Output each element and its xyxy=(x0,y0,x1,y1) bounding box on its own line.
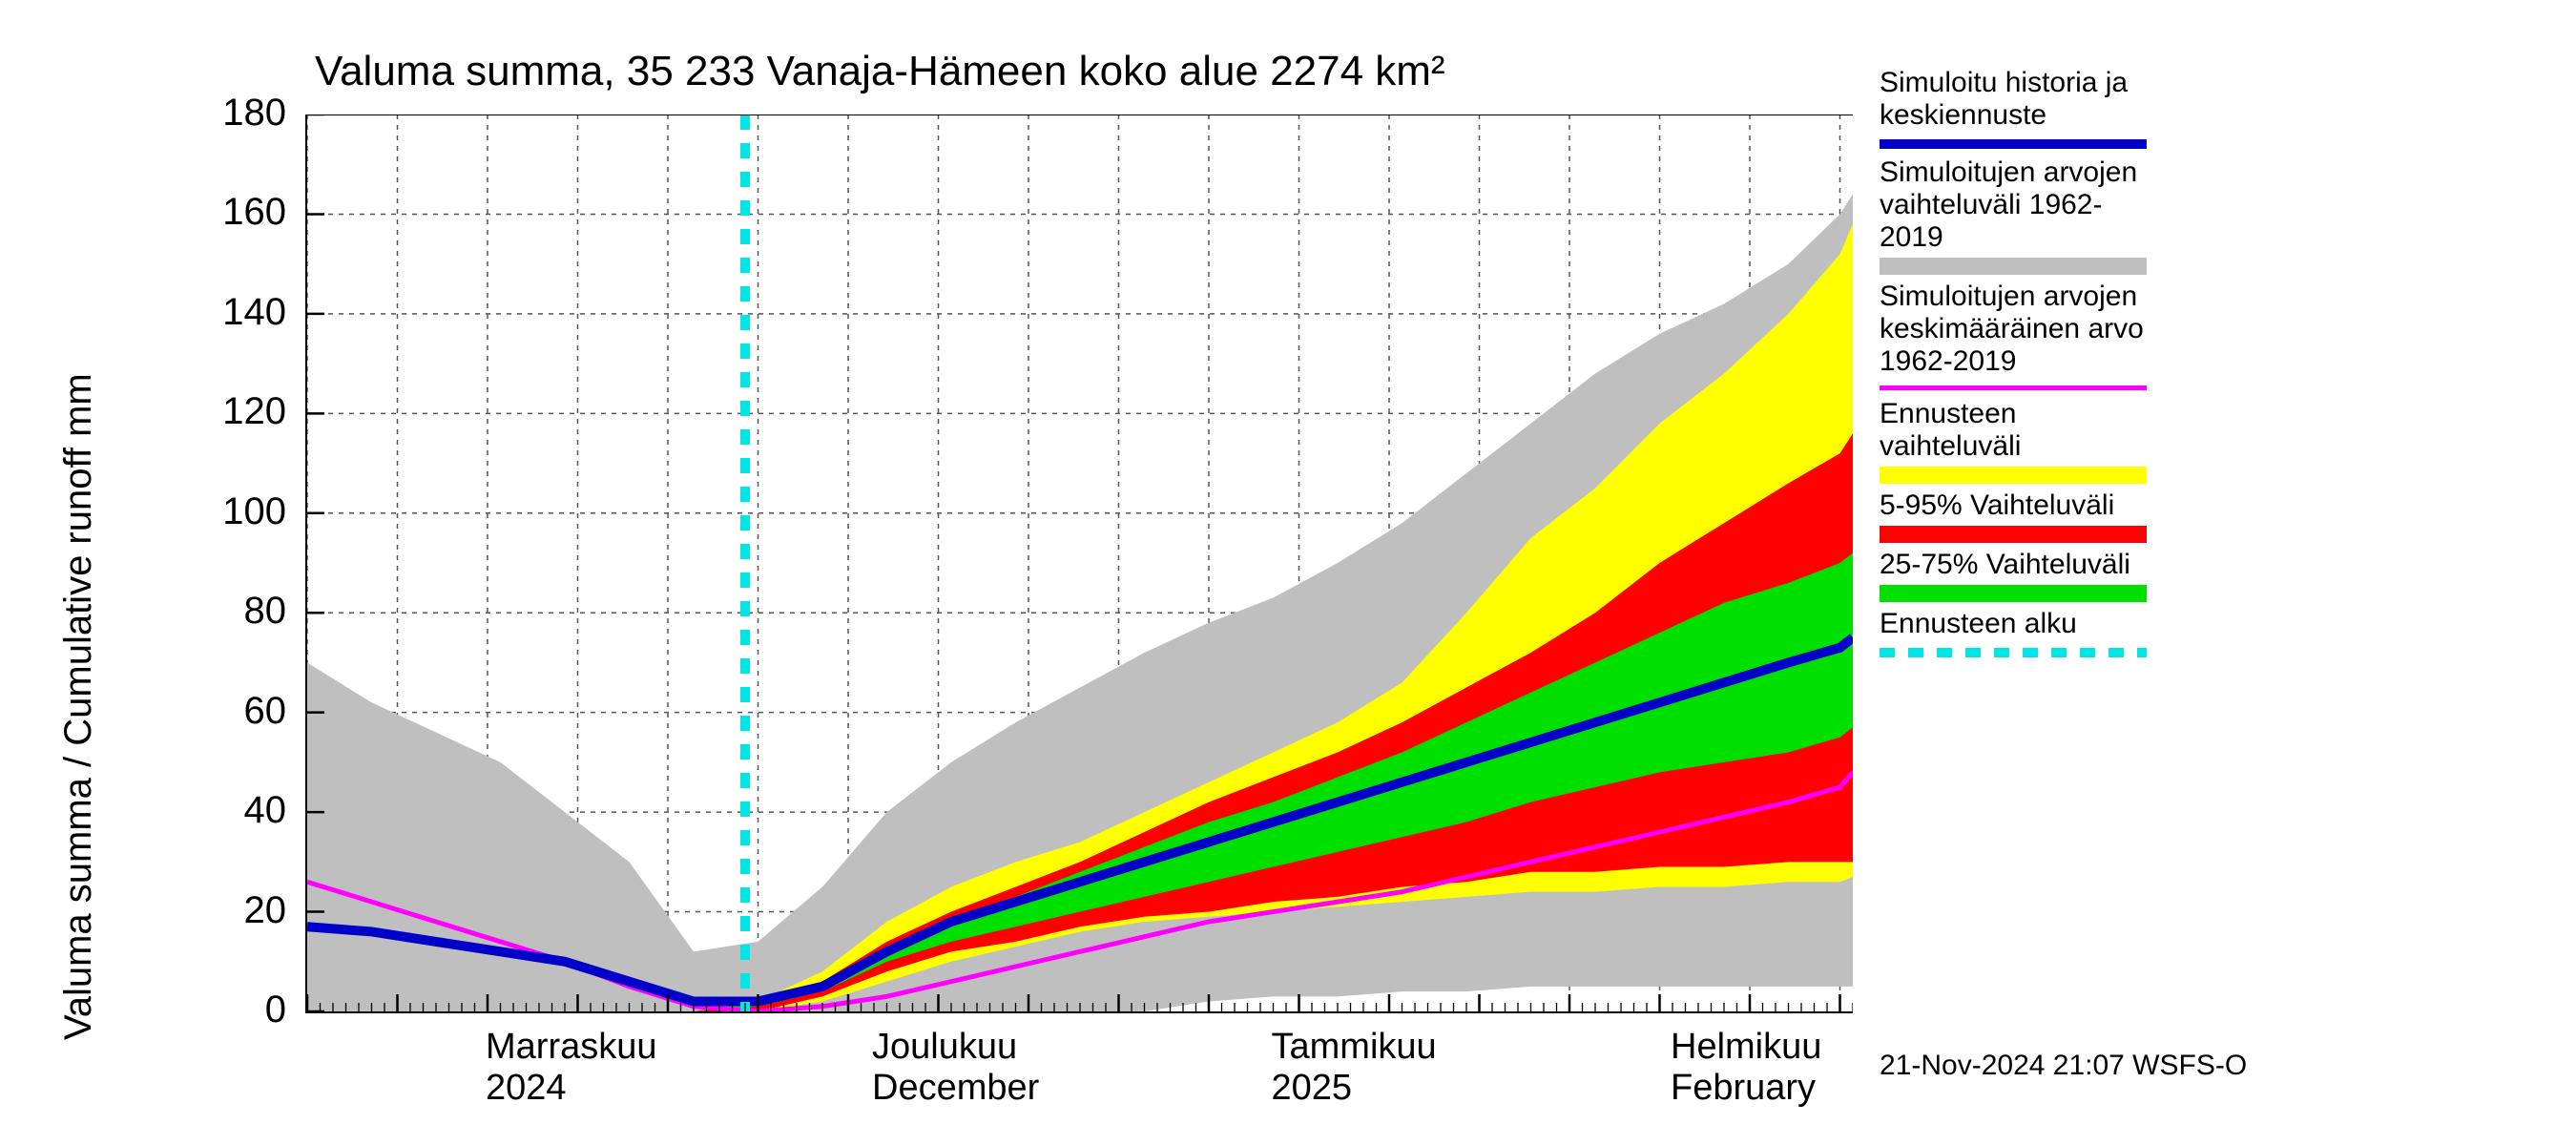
legend-item: Simuloitu historia jakeskiennuste xyxy=(1880,67,2166,149)
chart-title: Valuma summa, 35 233 Vanaja-Hämeen koko … xyxy=(315,48,1445,95)
x-month-label: JoulukuuDecember xyxy=(872,1027,1039,1109)
y-tick-label: 100 xyxy=(200,490,286,533)
y-tick-label: 20 xyxy=(200,889,286,932)
footer-timestamp: 21-Nov-2024 21:07 WSFS-O xyxy=(1880,1050,2247,1082)
x-month-label: Marraskuu2024 xyxy=(486,1027,657,1109)
y-tick-label: 140 xyxy=(200,291,286,334)
legend-item: Simuloitujen arvojenvaihteluväli 1962-20… xyxy=(1880,156,2166,275)
y-tick-label: 40 xyxy=(200,789,286,832)
y-tick-label: 160 xyxy=(200,191,286,234)
x-month-label: Tammikuu2025 xyxy=(1272,1027,1437,1109)
x-month-label: HelmikuuFebruary xyxy=(1671,1027,1821,1109)
y-tick-label: 0 xyxy=(200,989,286,1031)
y-axis-label: Valuma summa / Cumulative runoff mm xyxy=(57,373,100,1040)
plot-area xyxy=(305,114,1853,1013)
legend-item: Simuloitujen arvojenkeskimääräinen arvo … xyxy=(1880,281,2166,390)
legend-item: Ennusteen vaihteluväli xyxy=(1880,398,2166,484)
chart-container: Valuma summa, 35 233 Vanaja-Hämeen koko … xyxy=(0,0,2576,1145)
plot-svg xyxy=(307,114,1853,1011)
legend: Simuloitu historia jakeskiennusteSimuloi… xyxy=(1880,67,2166,665)
legend-item: 25-75% Vaihteluväli xyxy=(1880,549,2166,602)
legend-item: 5-95% Vaihteluväli xyxy=(1880,489,2166,543)
y-tick-label: 120 xyxy=(200,390,286,433)
y-tick-label: 60 xyxy=(200,690,286,733)
y-tick-label: 80 xyxy=(200,590,286,633)
y-tick-label: 180 xyxy=(200,92,286,135)
legend-item: Ennusteen alku xyxy=(1880,608,2166,657)
